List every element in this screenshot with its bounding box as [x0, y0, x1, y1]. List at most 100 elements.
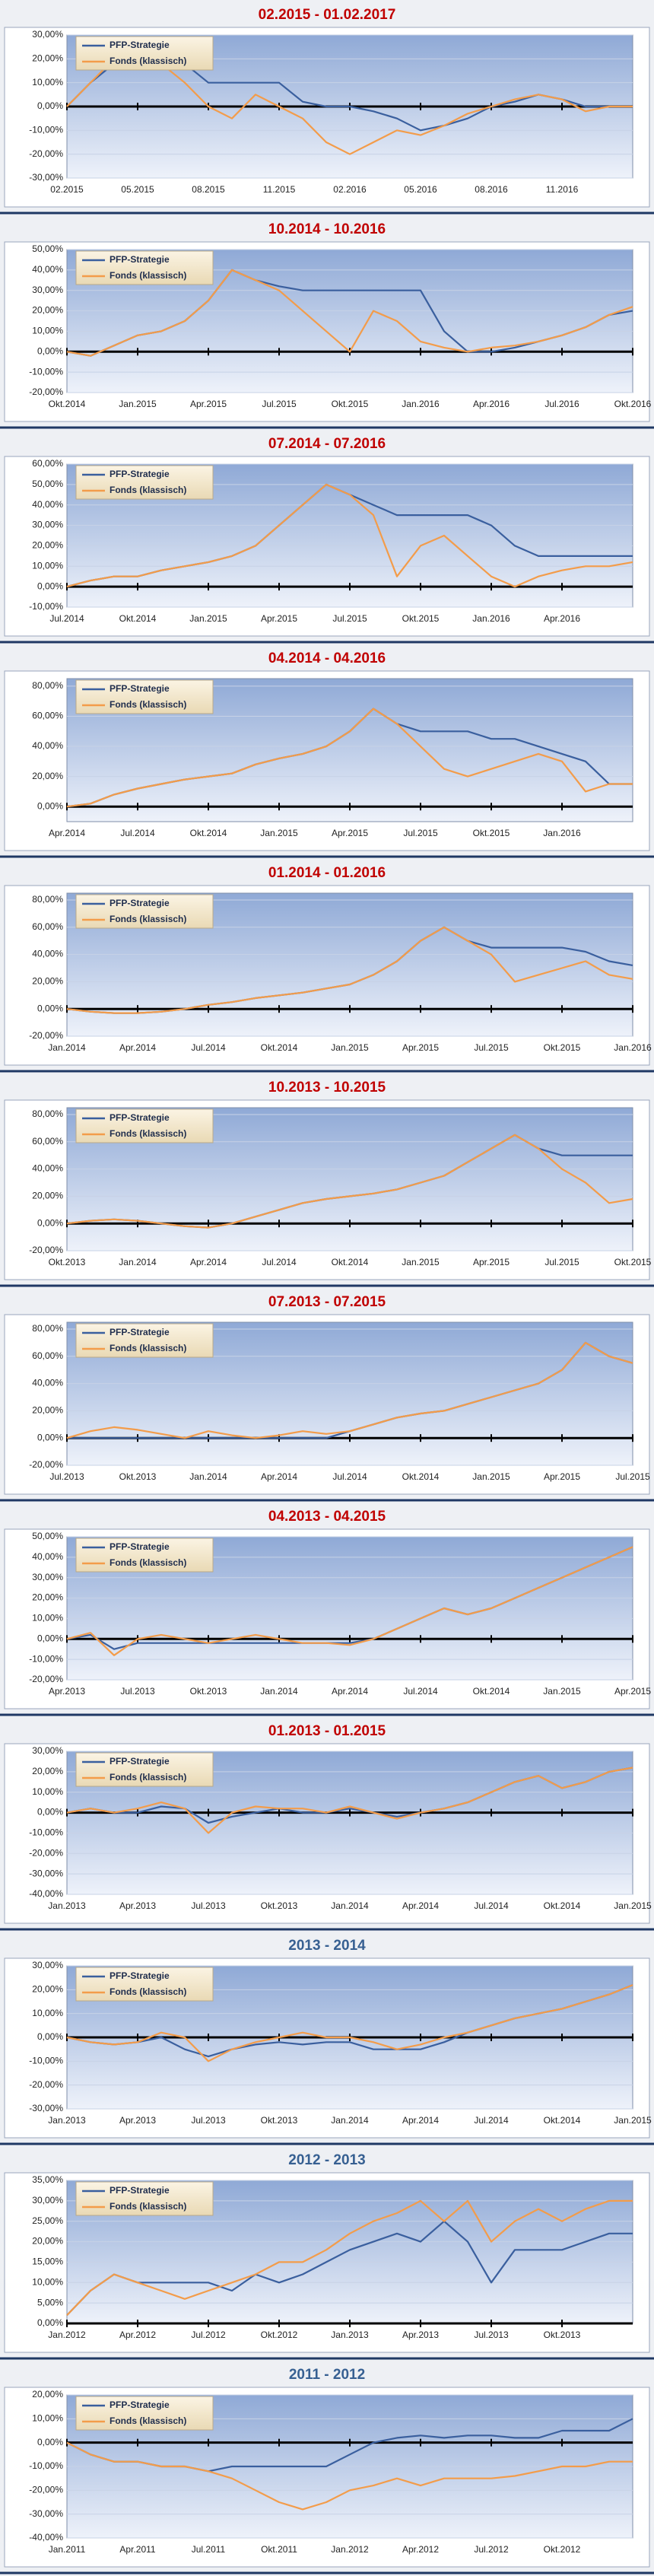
- x-tick-label: Apr.2011: [119, 2544, 155, 2555]
- legend-label: Fonds (klassisch): [110, 1557, 186, 1568]
- y-tick-label: -30,00%: [29, 2508, 63, 2519]
- y-tick-label: -20,00%: [29, 1674, 63, 1684]
- y-tick-label: 60,00%: [32, 711, 63, 721]
- x-tick-label: Jan.2014: [48, 1042, 86, 1053]
- y-tick-label: 35,00%: [32, 2174, 63, 2185]
- x-tick-label: Jan.2015: [331, 1042, 369, 1053]
- y-tick-label: -20,00%: [29, 2079, 63, 2090]
- y-tick-label: 40,00%: [32, 1163, 63, 1174]
- y-tick-label: 20,00%: [32, 1405, 63, 1416]
- y-tick-label: -10,00%: [29, 2056, 63, 2066]
- x-tick-label: Jan.2014: [331, 1900, 369, 1911]
- x-tick-label: Jul.2013: [120, 1686, 155, 1697]
- x-tick-label: Okt.2013: [119, 1471, 157, 1482]
- x-tick-label: Jul.2015: [262, 399, 297, 409]
- chart-title: 2013 - 2014: [288, 1938, 366, 1954]
- x-tick-label: 11.2016: [546, 184, 579, 195]
- chart-panel: 07.2013 - 07.2015 -20,00% 0,00% 20,00% 40,00…: [0, 1287, 654, 1502]
- series-line: [66, 483, 633, 588]
- y-tick-label: -20,00%: [29, 1847, 63, 1858]
- legend-label: PFP-Strategie: [110, 2399, 170, 2410]
- x-tick-label: Jan.2015: [472, 1471, 510, 1482]
- y-tick-label: 60,00%: [32, 1136, 63, 1146]
- x-tick-label: Apr.2015: [190, 399, 227, 409]
- x-tick-label: Okt.2014: [402, 1471, 440, 1482]
- x-tick-label: Apr.2015: [614, 1686, 651, 1697]
- chart-panel: 02.2015 - 01.02.2017 -30,00% -20,00% -10,00…: [0, 0, 654, 215]
- y-tick-label: 30,00%: [32, 1745, 63, 1756]
- x-tick-label: Jan.2016: [472, 613, 510, 624]
- y-tick-label: 20,00%: [32, 1984, 63, 1995]
- x-tick-label: Jul.2013: [191, 2115, 226, 2126]
- legend-label: Fonds (klassisch): [110, 1772, 186, 1783]
- x-tick-label: Okt.2013: [190, 1686, 227, 1697]
- y-tick-label: 30,00%: [32, 29, 63, 40]
- x-tick-label: Okt.2015: [614, 1257, 652, 1267]
- x-tick-label: 05.2015: [121, 184, 154, 195]
- y-tick-label: -20,00%: [29, 2485, 63, 2495]
- legend-label: Fonds (klassisch): [110, 1986, 186, 1997]
- series-line: [66, 926, 633, 1014]
- x-tick-label: Jan.2014: [189, 1471, 227, 1482]
- legend-label: Fonds (klassisch): [110, 270, 186, 281]
- x-tick-label: Jan.2014: [331, 2115, 369, 2126]
- x-tick-label: Jul.2012: [191, 2330, 226, 2340]
- x-tick-label: Okt.2014: [544, 1900, 581, 1911]
- x-tick-label: 08.2015: [192, 184, 225, 195]
- legend-label: Fonds (klassisch): [110, 2415, 186, 2426]
- chart-panel: 04.2013 - 04.2015 -20,00% -10,00% 0,00% 10,0…: [0, 1502, 654, 1716]
- x-tick-label: Okt.2015: [544, 1042, 581, 1053]
- x-tick-label: Jan.2013: [48, 1900, 86, 1911]
- y-tick-label: 40,00%: [32, 499, 63, 510]
- x-tick-label: Jul.2014: [474, 2115, 509, 2126]
- x-tick-label: Jan.2012: [48, 2330, 86, 2340]
- y-tick-label: -30,00%: [29, 1868, 63, 1878]
- x-tick-label: Jul.2013: [49, 1471, 84, 1482]
- x-tick-label: Apr.2014: [332, 1686, 368, 1697]
- y-tick-label: 20,00%: [32, 53, 63, 64]
- y-tick-label: 30,00%: [32, 1572, 63, 1582]
- x-tick-label: Okt.2013: [261, 1900, 298, 1911]
- y-tick-label: 60,00%: [32, 458, 63, 469]
- chart-panel: 10.2013 - 10.2015 -20,00% 0,00% 20,00% 40,00…: [0, 1073, 654, 1287]
- y-tick-label: 20,00%: [32, 976, 63, 987]
- legend-label: Fonds (klassisch): [110, 1128, 186, 1139]
- chart-title: 01.2014 - 01.2016: [268, 865, 386, 881]
- x-tick-label: Okt.2012: [261, 2330, 298, 2340]
- chart-panel: 01.2013 - 01.2015 -40,00% -30,00% -20,00% -1…: [0, 1716, 654, 1931]
- y-tick-label: 0,00%: [37, 345, 63, 356]
- y-tick-label: 20,00%: [32, 540, 63, 551]
- y-tick-label: 0,00%: [37, 800, 63, 811]
- y-tick-label: 80,00%: [32, 1108, 63, 1119]
- series-line: [66, 1767, 633, 1834]
- chart-title: 07.2014 - 07.2016: [268, 436, 386, 452]
- x-tick-label: Apr.2015: [544, 1471, 580, 1482]
- x-tick-label: Apr.2013: [119, 2115, 156, 2126]
- series-line: [66, 1546, 633, 1656]
- y-tick-label: 20,00%: [32, 2236, 63, 2247]
- series-line: [66, 1341, 633, 1439]
- legend-box: [75, 1752, 214, 1787]
- x-tick-label: Okt.2014: [49, 399, 86, 409]
- y-tick-label: 5,00%: [37, 2297, 63, 2307]
- x-tick-label: Apr.2015: [473, 1257, 510, 1267]
- chart-title: 2012 - 2013: [288, 2152, 365, 2168]
- y-tick-label: 0,00%: [37, 2317, 63, 2328]
- x-tick-label: 02.2016: [333, 184, 367, 195]
- x-tick-label: Jan.2014: [260, 1686, 298, 1697]
- y-tick-label: 40,00%: [32, 1551, 63, 1562]
- chart-panel: 2011 - 2012 -40,00% -30,00% -20,00% -10,00% 0…: [0, 2360, 654, 2574]
- x-tick-label: Jul.2013: [474, 2330, 509, 2340]
- x-tick-label: Apr.2014: [402, 1900, 439, 1911]
- y-tick-label: 50,00%: [32, 243, 63, 254]
- x-tick-label: Apr.2016: [473, 399, 510, 409]
- x-tick-label: Okt.2014: [544, 2115, 581, 2126]
- y-tick-label: 10,00%: [32, 2008, 63, 2018]
- series-line: [66, 2441, 633, 2511]
- y-tick-label: 0,00%: [37, 1807, 63, 1818]
- series-line: [66, 1984, 633, 2062]
- y-tick-label: -20,00%: [29, 1459, 63, 1470]
- x-tick-label: Okt.2014: [261, 1042, 298, 1053]
- y-tick-label: 40,00%: [32, 740, 63, 751]
- x-tick-label: Jul.2014: [191, 1042, 226, 1053]
